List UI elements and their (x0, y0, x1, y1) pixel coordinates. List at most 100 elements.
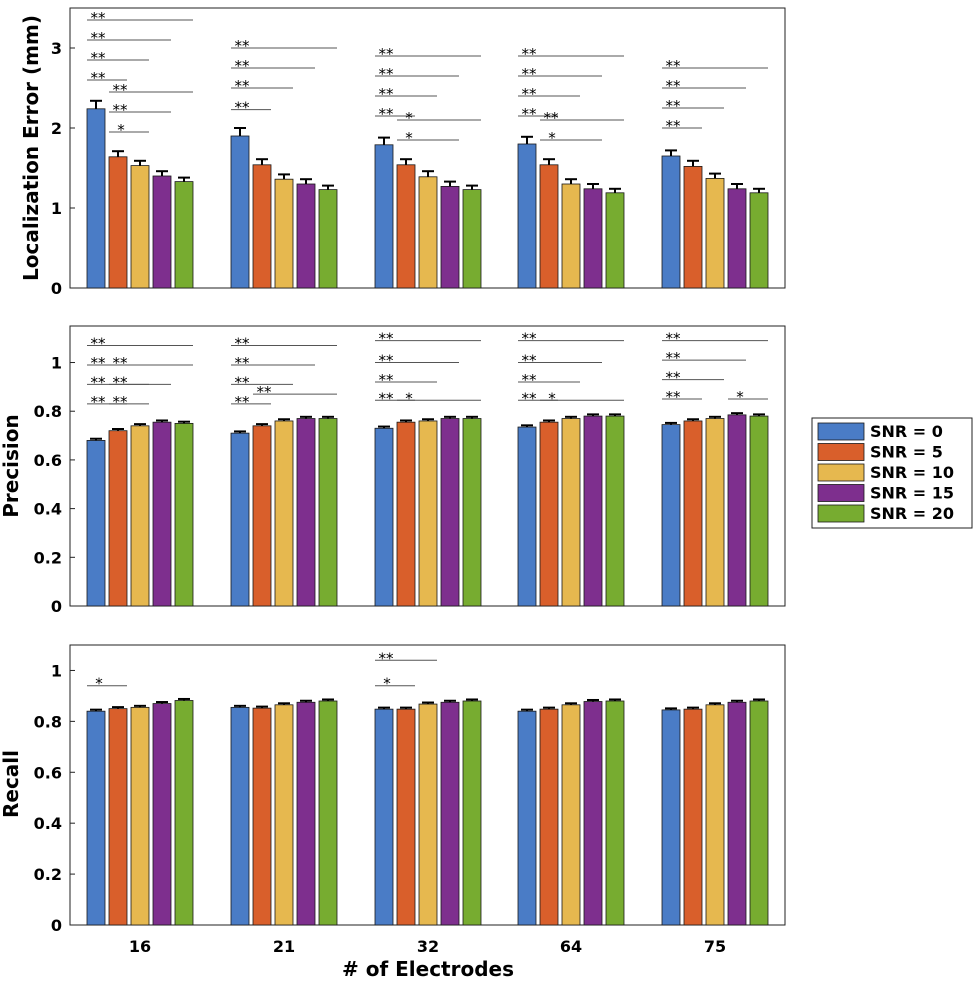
significance-label: ** (666, 388, 682, 406)
bar (230, 432, 250, 607)
bar (174, 181, 194, 289)
bar (440, 185, 460, 289)
y-tick-label: 1 (51, 199, 62, 218)
panel-1-plot: 00.20.40.60.81**** **** **** **************… (34, 325, 786, 616)
bar (440, 701, 460, 926)
chart-panel-localization-error: Localization Error (mm) 0123************… (19, 7, 786, 298)
bar (396, 164, 416, 289)
bar (583, 415, 603, 607)
legend-swatch (817, 484, 865, 502)
y-tick-label: 0.2 (34, 548, 62, 567)
significance-label: ** (91, 29, 107, 47)
significance-label: ** (544, 109, 560, 127)
significance-label: ** (91, 9, 107, 27)
bar (174, 700, 194, 926)
bar (152, 175, 172, 289)
significance-label: ** (522, 45, 538, 63)
bar (318, 189, 338, 289)
bar (374, 708, 394, 926)
y-tick-label: 0.6 (34, 451, 62, 470)
bar (274, 704, 294, 926)
legend-label: SNR = 10 (870, 463, 954, 482)
significance-label: ** (379, 352, 395, 370)
significance-label: ** (666, 57, 682, 75)
significance-label: ** (379, 649, 395, 667)
ylabel-precision: Precision (0, 414, 23, 518)
significance-label: ** (379, 389, 395, 407)
legend-label: SNR = 15 (870, 484, 954, 503)
bar (174, 422, 194, 607)
bar (705, 177, 725, 289)
y-tick-label: 1 (51, 354, 62, 373)
bar (517, 710, 537, 926)
significance-label: ** (666, 330, 682, 348)
significance-label: * (95, 675, 103, 693)
bar (605, 415, 625, 607)
x-tick-label: 16 (129, 937, 151, 956)
y-tick-label: 1 (51, 661, 62, 680)
bar (605, 700, 625, 926)
bar (274, 178, 294, 289)
bar (539, 164, 559, 289)
ylabel-localization-error: Localization Error (mm) (19, 15, 43, 281)
bar (274, 420, 294, 607)
legend-label: SNR = 0 (870, 422, 943, 441)
bar (318, 418, 338, 607)
significance-label: ** (522, 389, 538, 407)
legend-swatch (817, 504, 865, 523)
bar (683, 708, 703, 926)
bar (252, 707, 272, 926)
significance-label: * (405, 389, 413, 407)
y-tick-label: 0.6 (34, 763, 62, 782)
significance-label: ** (235, 99, 251, 117)
bar (561, 704, 581, 926)
significance-label: ** (379, 85, 395, 103)
significance-label: ** (91, 49, 107, 67)
significance-label: ** (235, 393, 251, 411)
bar (418, 420, 438, 607)
bar (152, 703, 172, 926)
chart-panel-precision: Precision 00.20.40.60.81**** **** **** ****… (0, 325, 786, 616)
significance-label: ** (235, 373, 251, 391)
significance-label: ** (522, 371, 538, 389)
significance-label: ** (522, 352, 538, 370)
bar (561, 418, 581, 607)
x-tick-label: 32 (417, 937, 439, 956)
bar (86, 710, 106, 926)
significance-label: ** (113, 373, 129, 391)
significance-label: ** (522, 85, 538, 103)
bar (583, 188, 603, 289)
bar (86, 440, 106, 607)
significance-label: ** (113, 81, 129, 99)
bar (418, 176, 438, 289)
significance-label: * (383, 675, 391, 693)
significance-label: ** (379, 105, 395, 123)
bar (462, 700, 482, 926)
significance-label: ** (666, 77, 682, 95)
significance-label: ** (379, 371, 395, 389)
legend-label: SNR = 20 (870, 504, 954, 523)
x-axis-label: # of Electrodes (342, 957, 514, 981)
bar (440, 418, 460, 607)
x-tick-label: 75 (704, 937, 726, 956)
y-tick-label: 0.2 (34, 865, 62, 884)
chart-panel-recall: Recall 00.20.40.60.81**** (0, 644, 786, 935)
y-tick-label: 3 (51, 39, 62, 58)
bar (705, 704, 725, 926)
y-tick-label: 0 (51, 597, 62, 616)
bar (130, 706, 150, 926)
significance-label: ** (522, 65, 538, 83)
significance-label: ** (235, 37, 251, 55)
bar (749, 192, 769, 289)
significance-label: * (548, 129, 556, 147)
bar (661, 424, 681, 607)
significance-label: ** (666, 97, 682, 115)
panel-2-plot: 00.20.40.60.81**** (34, 644, 786, 935)
bar (661, 155, 681, 289)
significance-label: ** (235, 57, 251, 75)
significance-label: ** (91, 393, 107, 411)
bar (318, 700, 338, 926)
